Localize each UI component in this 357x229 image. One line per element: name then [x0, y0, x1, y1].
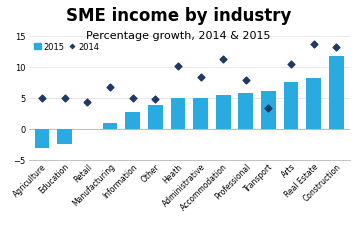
Bar: [329, 57, 344, 129]
Bar: [193, 98, 208, 129]
Text: Percentage growth, 2014 & 2015: Percentage growth, 2014 & 2015: [86, 31, 271, 41]
Point: [39, 97, 45, 100]
Bar: [284, 82, 298, 129]
Point: [266, 107, 271, 111]
Point: [107, 85, 113, 89]
Bar: [171, 98, 185, 129]
Bar: [35, 129, 50, 148]
Bar: [261, 92, 276, 129]
Point: [130, 97, 136, 100]
Bar: [238, 93, 253, 129]
Text: SME income by industry: SME income by industry: [66, 7, 291, 25]
Bar: [103, 123, 117, 129]
Point: [175, 65, 181, 68]
Point: [333, 46, 339, 50]
Point: [243, 79, 248, 82]
Bar: [125, 113, 140, 129]
Point: [198, 76, 203, 79]
Point: [288, 63, 294, 67]
Bar: [57, 129, 72, 145]
Point: [220, 58, 226, 61]
Bar: [216, 95, 231, 129]
Point: [152, 98, 158, 101]
Point: [85, 100, 90, 104]
Point: [311, 44, 317, 47]
Bar: [306, 79, 321, 129]
Legend: 2015, 2014: 2015, 2014: [33, 41, 101, 53]
Bar: [148, 106, 163, 129]
Point: [62, 97, 67, 100]
